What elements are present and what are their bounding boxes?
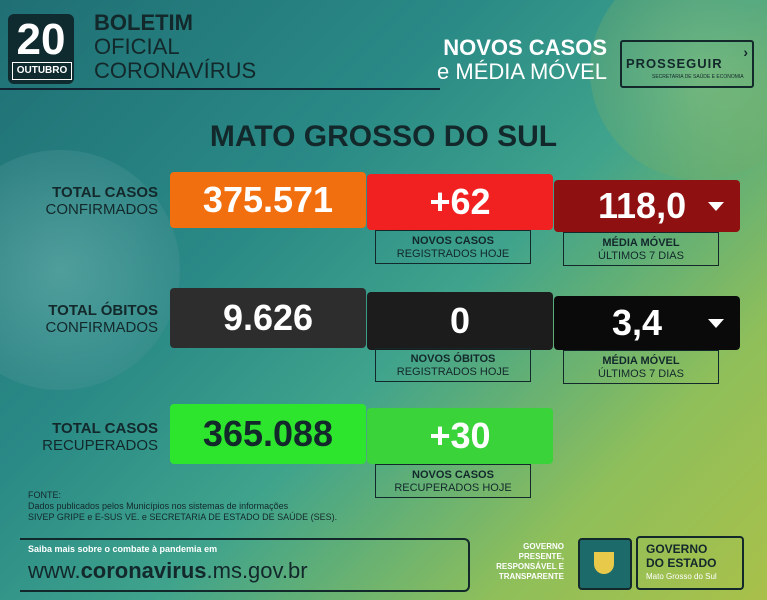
new-cases-heading-line1: NOVOS CASOS — [443, 35, 607, 60]
moving-average-deaths-value: 3,4 — [612, 302, 663, 343]
caption-bold: NOVOS CASOS — [412, 235, 494, 247]
moving-average-deaths-caption: MÉDIA MÓVEL ÚLTIMOS 7 DIAS — [563, 350, 719, 384]
caption-sub: REGISTRADOS HOJE — [396, 248, 510, 260]
gov-tag-line: GOVERNO — [523, 542, 564, 551]
gov-tag-line: TRANSPARENTE — [498, 572, 564, 581]
row-deaths-label: TOTAL ÓBITOS CONFIRMADOS — [10, 302, 159, 336]
source-note: FONTE: Dados publicados pelos Municípios… — [28, 490, 337, 523]
new-cases-card: +62 — [367, 174, 553, 230]
date-badge: 20 OUTUBRO — [8, 14, 74, 84]
new-cases-caption: NOVOS CASOS REGISTRADOS HOJE — [375, 230, 531, 264]
arrow-down-icon — [708, 319, 724, 328]
url-suffix: .ms.gov.br — [206, 558, 308, 583]
url-bold: coronavirus — [80, 558, 207, 583]
new-recovered-caption: NOVOS CASOS RECUPERADOS HOJE — [375, 464, 531, 498]
caption-sub: REGISTRADOS HOJE — [396, 366, 510, 378]
website-link[interactable]: Saiba mais sobre o combate à pandemia em… — [20, 538, 470, 592]
prosseguir-logo: PROSSEGUIR SECRETARIA DE SAÚDE E ECONOMI… — [620, 40, 754, 88]
total-confirmed-card: 375.571 — [170, 172, 366, 228]
caption-bold: NOVOS ÓBITOS — [410, 353, 496, 365]
new-cases-heading-line2: MÉDIA MÓVEL — [455, 59, 607, 84]
bulletin-title-line1: BOLETIM — [94, 10, 193, 35]
new-cases-heading-prefix: e — [437, 59, 450, 84]
moving-average-cases-value: 118,0 — [598, 185, 687, 226]
total-deaths-card: 9.626 — [170, 288, 366, 348]
arrow-down-icon — [708, 202, 724, 211]
caption-bold: MÉDIA MÓVEL — [602, 237, 680, 249]
gov-tag-line: RESPONSÁVEL E — [496, 562, 564, 571]
website-url[interactable]: www.coronavirus.ms.gov.br — [28, 558, 308, 584]
more-info-text: Saiba mais sobre o combate à pandemia em — [28, 544, 218, 554]
gov-line1: GOVERNO — [646, 542, 708, 556]
gov-tagline: GOVERNO PRESENTE, RESPONSÁVEL E TRANSPAR… — [478, 542, 564, 582]
date-month: OUTUBRO — [12, 62, 72, 80]
government-logo: GOVERNO DO ESTADO Mato Grosso do Sul — [636, 536, 744, 590]
moving-average-deaths-card: 3,4 — [554, 296, 740, 350]
header-divider — [0, 88, 440, 90]
gov-tag-line: PRESENTE, — [518, 552, 564, 561]
bulletin-title-line3: CORONAVÍRUS — [94, 58, 257, 83]
row-label-sub: CONFIRMADOS — [45, 201, 159, 218]
url-prefix: www. — [28, 558, 81, 583]
row-label-sub: CONFIRMADOS — [45, 319, 159, 336]
caption-sub: ÚLTIMOS 7 DIAS — [598, 368, 684, 380]
coat-of-arms-icon — [578, 538, 632, 590]
prosseguir-logo-text: PROSSEGUIR — [626, 56, 723, 71]
state-title: MATO GROSSO DO SUL — [209, 120, 558, 153]
row-label-bold: TOTAL CASOS — [52, 420, 158, 437]
new-recovered-card: +30 — [367, 408, 553, 464]
new-cases-heading: NOVOS CASOS e MÉDIA MÓVEL — [437, 36, 607, 84]
source-title: FONTE: — [28, 490, 61, 500]
row-label-bold: TOTAL ÓBITOS — [48, 302, 158, 319]
new-deaths-caption: NOVOS ÓBITOS REGISTRADOS HOJE — [375, 348, 531, 382]
moving-average-cases-caption: MÉDIA MÓVEL ÚLTIMOS 7 DIAS — [563, 232, 719, 266]
caption-bold: MÉDIA MÓVEL — [602, 355, 680, 367]
date-day: 20 — [16, 15, 66, 64]
moving-average-cases-card: 118,0 — [554, 180, 740, 232]
chevron-right-icon: › — [743, 44, 748, 60]
gov-line3: Mato Grosso do Sul — [646, 572, 717, 581]
prosseguir-logo-sub: SECRETARIA DE SAÚDE E ECONOMIA — [652, 74, 744, 80]
total-recovered-card: 365.088 — [170, 404, 366, 464]
row-label-sub: RECUPERADOS — [42, 437, 158, 454]
row-label-bold: TOTAL CASOS — [52, 184, 158, 201]
caption-sub: ÚLTIMOS 7 DIAS — [598, 250, 684, 262]
gov-line2: DO ESTADO — [646, 556, 717, 570]
caption-sub: RECUPERADOS HOJE — [394, 482, 512, 494]
row-recovered-label: TOTAL CASOS RECUPERADOS — [10, 420, 158, 454]
caption-bold: NOVOS CASOS — [412, 469, 494, 481]
row-confirmed-label: TOTAL CASOS CONFIRMADOS — [10, 184, 159, 218]
source-line1: Dados publicados pelos Municípios nos si… — [28, 501, 289, 511]
new-deaths-card: 0 — [367, 292, 553, 350]
source-line2: SIVEP GRIPE e E-SUS VE. e SECRETARIA DE … — [28, 512, 338, 522]
bulletin-title-line2: OFICIAL — [94, 34, 180, 59]
